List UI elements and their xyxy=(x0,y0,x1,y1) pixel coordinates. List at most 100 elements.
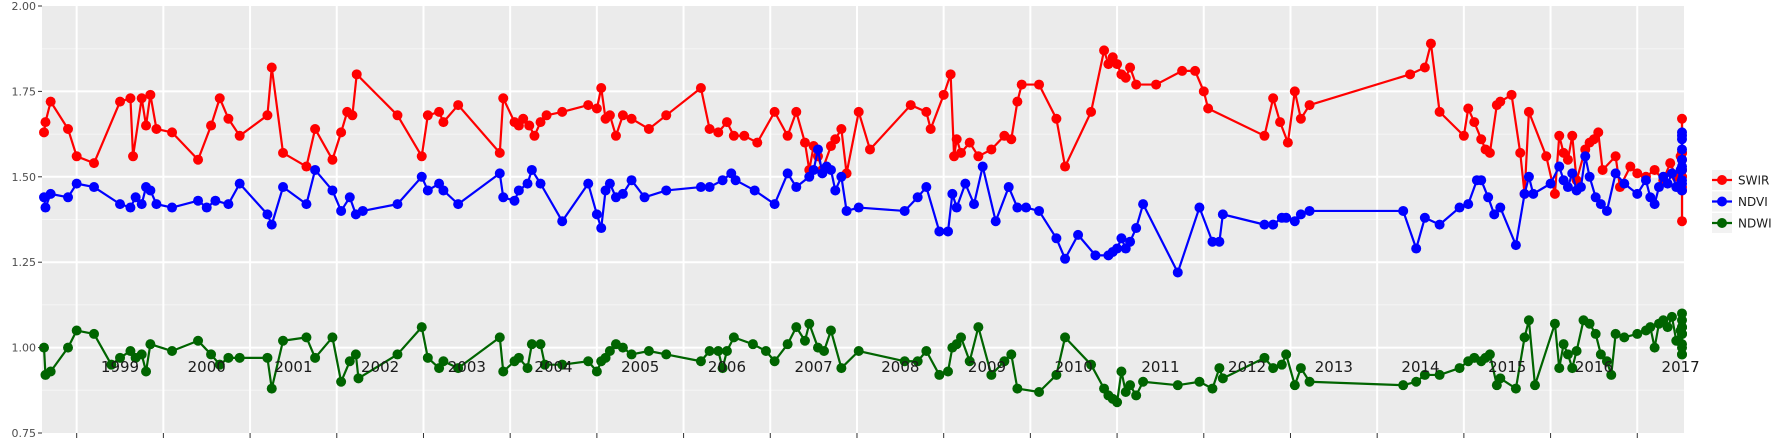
data-point-ndwi xyxy=(819,346,830,357)
data-point-ndwi xyxy=(1495,373,1506,384)
data-point-ndvi xyxy=(1649,199,1660,210)
data-point-ndvi xyxy=(1677,154,1687,165)
data-point-swir xyxy=(1268,93,1279,104)
data-point-ndwi xyxy=(278,335,289,346)
data-point-swir xyxy=(1112,59,1123,70)
y-tick-label: 0.75 xyxy=(12,427,37,440)
data-point-swir xyxy=(799,137,810,148)
data-point-ndwi xyxy=(106,359,117,370)
data-point-ndwi xyxy=(760,346,771,357)
data-point-swir xyxy=(434,106,445,117)
data-point-ndvi xyxy=(960,178,971,189)
data-point-ndvi xyxy=(1653,182,1664,193)
data-point-ndvi xyxy=(1580,151,1591,162)
data-point-ndwi xyxy=(1619,332,1630,343)
data-point-ndwi xyxy=(695,356,706,367)
data-point-swir xyxy=(1549,188,1560,199)
data-point-ndwi xyxy=(89,328,100,339)
data-point-ndwi xyxy=(747,339,758,350)
data-point-ndwi xyxy=(63,342,74,353)
y-axis: 0.75 1.00 1.25 1.50 1.75 2.00 xyxy=(12,0,42,440)
data-point-swir xyxy=(125,93,136,104)
data-point-ndvi xyxy=(223,199,234,210)
data-point-ndwi xyxy=(1584,318,1595,329)
data-point-ndvi xyxy=(136,199,147,210)
data-point-swir xyxy=(1476,134,1487,145)
data-point-swir xyxy=(524,120,535,131)
data-point-ndvi xyxy=(1562,182,1573,193)
data-point-ndwi xyxy=(136,349,147,360)
data-point-ndwi xyxy=(1677,308,1687,319)
data-point-swir xyxy=(1012,96,1023,107)
y-tick-label: 1.75 xyxy=(12,85,37,98)
data-point-ndvi xyxy=(130,192,141,203)
data-point-ndwi xyxy=(1590,328,1601,339)
data-point-ndvi xyxy=(969,199,980,210)
data-point-ndwi xyxy=(1012,383,1023,394)
data-point-ndwi xyxy=(193,335,204,346)
data-point-swir xyxy=(266,62,277,73)
data-point-ndwi xyxy=(604,346,615,357)
data-point-swir xyxy=(518,113,529,124)
data-point-ndwi xyxy=(1662,322,1673,333)
data-point-ndvi xyxy=(1217,209,1228,220)
data-point-ndvi xyxy=(749,185,760,196)
data-point-ndwi xyxy=(964,356,975,367)
year-label: 2011 xyxy=(1141,358,1179,376)
data-point-ndvi xyxy=(1060,253,1071,264)
data-point-ndvi xyxy=(1677,185,1687,196)
data-point-ndvi xyxy=(1677,127,1687,138)
data-point-ndwi xyxy=(1649,342,1660,353)
data-point-ndvi xyxy=(1021,202,1032,213)
data-point-swir xyxy=(864,144,875,155)
data-point-ndwi xyxy=(921,346,932,357)
data-point-swir xyxy=(1282,137,1293,148)
year-label: 2003 xyxy=(448,358,486,376)
data-point-ndwi xyxy=(1289,380,1300,391)
data-point-ndvi xyxy=(1398,205,1409,216)
data-point-swir xyxy=(1649,164,1660,175)
data-point-ndvi xyxy=(1595,199,1606,210)
data-point-ndvi xyxy=(769,199,780,210)
data-point-ndwi xyxy=(1554,363,1565,374)
data-point-swir xyxy=(1597,164,1608,175)
data-point-ndvi xyxy=(1281,212,1292,223)
year-label: 2002 xyxy=(361,358,399,376)
year-label: 2009 xyxy=(968,358,1006,376)
data-point-ndvi xyxy=(1567,168,1578,179)
data-point-ndvi xyxy=(853,202,864,213)
series-ndvi xyxy=(39,127,1687,278)
data-point-ndwi xyxy=(1645,322,1656,333)
data-point-swir xyxy=(973,151,984,162)
data-point-ndvi xyxy=(1194,202,1205,213)
data-point-swir xyxy=(596,82,607,93)
data-point-swir xyxy=(1593,127,1604,138)
data-point-ndvi xyxy=(1632,188,1643,199)
data-point-swir xyxy=(583,100,594,111)
data-point-ndwi xyxy=(1632,328,1643,339)
data-point-ndvi xyxy=(522,178,533,189)
data-point-swir xyxy=(626,113,637,124)
data-point-ndvi xyxy=(1575,182,1586,193)
data-point-ndvi xyxy=(125,202,136,213)
data-point-ndwi xyxy=(1295,363,1306,374)
data-point-ndwi xyxy=(1112,397,1123,408)
data-point-ndvi xyxy=(201,202,212,213)
data-point-ndwi xyxy=(45,366,56,377)
year-label: 2000 xyxy=(188,358,226,376)
data-point-swir xyxy=(1665,158,1676,169)
data-point-ndvi xyxy=(583,178,594,189)
data-point-ndwi xyxy=(1595,349,1606,360)
data-point-ndwi xyxy=(934,369,945,380)
data-point-ndvi xyxy=(45,188,56,199)
data-point-ndvi xyxy=(730,175,741,186)
data-point-ndvi xyxy=(977,161,988,172)
data-point-ndvi xyxy=(791,182,802,193)
data-point-ndwi xyxy=(583,356,594,367)
data-point-ndwi xyxy=(1558,339,1569,350)
data-point-ndwi xyxy=(513,352,524,363)
data-point-swir xyxy=(1259,130,1270,141)
data-point-ndwi xyxy=(1601,356,1612,367)
data-point-ndwi xyxy=(1610,328,1621,339)
data-point-swir xyxy=(498,93,509,104)
